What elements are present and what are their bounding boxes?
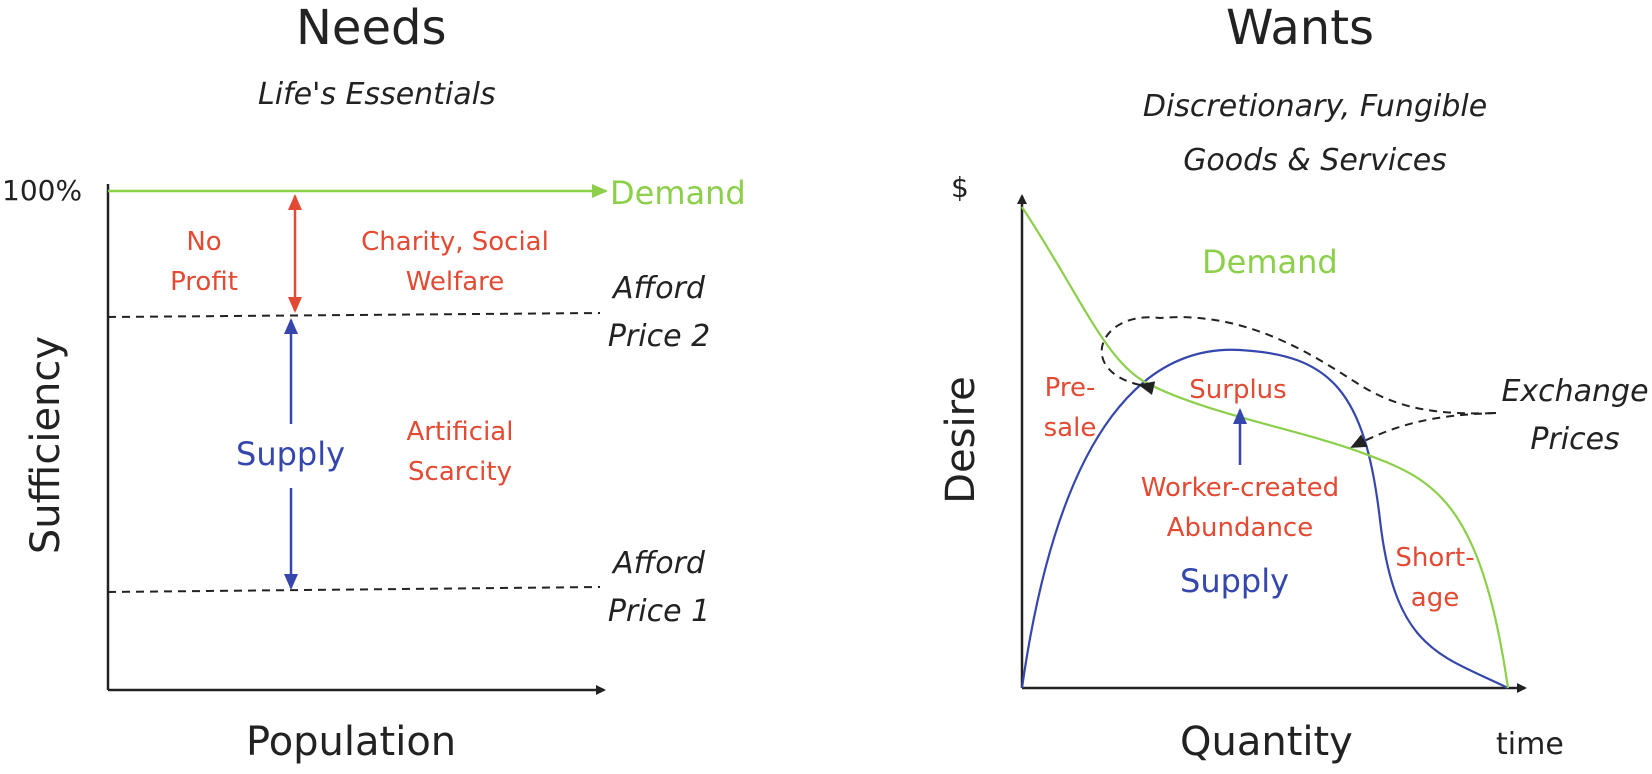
- needs-y-tick-100: 100%: [2, 174, 83, 207]
- exchange-prices-label: Exchange Prices: [1500, 368, 1650, 464]
- needs-title: Needs: [296, 0, 447, 56]
- no-profit-line-2: Profit: [170, 267, 238, 297]
- exchange-prices-line-2: Prices: [1530, 422, 1620, 457]
- needs-subtitle: Life's Essentials: [258, 77, 496, 112]
- no-profit-line-1: No: [186, 227, 222, 257]
- presale-line-2: sale: [1043, 413, 1097, 443]
- wants-supply-curve: [1020, 348, 1509, 689]
- shortage-label: Short- age: [1390, 538, 1480, 618]
- afford-price-1-line: [107, 586, 601, 593]
- needs-y-axis-title: Sufficiency: [23, 335, 69, 555]
- exchange-prices-dashed-curve: [1100, 316, 1499, 415]
- wants-title: Wants: [1226, 0, 1375, 56]
- wants-subtitle: Discretionary, Fungible Goods & Services: [1115, 80, 1515, 188]
- exchange-prices-line-1: Exchange: [1501, 374, 1649, 409]
- wants-demand-label: Demand: [1202, 243, 1338, 281]
- needs-supply-label: Supply: [236, 435, 346, 473]
- afford-price-1-line-2: Price 1: [607, 594, 711, 629]
- needs-x-axis-title: Population: [246, 719, 457, 765]
- charity-line-1: Charity, Social: [361, 227, 549, 257]
- worker-abundance-line-2: Abundance: [1166, 513, 1314, 543]
- artificial-scarcity-line-1: Artificial: [406, 417, 514, 447]
- afford-price-2-line-2: Price 2: [607, 319, 711, 354]
- wants-x-axis-title: Quantity: [1180, 719, 1353, 765]
- presale-label: Pre- sale: [1030, 368, 1110, 448]
- wants-subtitle-line-1: Discretionary, Fungible: [1142, 89, 1488, 124]
- worker-abundance-label: Worker-created Abundance: [1128, 468, 1352, 548]
- wants-demand-curve: [1021, 206, 1510, 689]
- presale-line-1: Pre-: [1044, 373, 1096, 403]
- wants-x-axis-unit: time: [1496, 727, 1564, 762]
- artificial-scarcity-line-2: Scarcity: [408, 457, 512, 487]
- shortage-line-2: age: [1410, 583, 1460, 613]
- worker-abundance-line-1: Worker-created: [1140, 473, 1340, 503]
- charity-line-2: Welfare: [405, 267, 505, 297]
- artificial-scarcity-label: Artificial Scarcity: [395, 412, 525, 492]
- needs-panel-graphics: [106, 184, 608, 695]
- afford-price-2-line-1: Afford: [613, 271, 705, 306]
- wants-panel-graphics: [1017, 194, 1527, 693]
- wants-y-axis-unit: $: [951, 171, 969, 204]
- afford-price-1-line-1: Afford: [613, 546, 705, 581]
- needs-demand-label: Demand: [610, 174, 746, 212]
- no-profit-label: No Profit: [160, 222, 248, 302]
- afford-price-1-label: Afford Price 1: [600, 540, 718, 636]
- charity-label: Charity, Social Welfare: [350, 222, 560, 302]
- afford-price-2-label: Afford Price 2: [600, 265, 718, 361]
- exchange-prices-dashed-arrow-2: [1350, 412, 1497, 448]
- afford-price-2-line: [107, 312, 601, 318]
- surplus-label: Surplus: [1189, 375, 1287, 405]
- wants-subtitle-line-2: Goods & Services: [1183, 143, 1447, 178]
- wants-y-axis-title: Desire: [938, 376, 984, 504]
- shortage-line-1: Short-: [1395, 543, 1475, 573]
- wants-supply-label: Supply: [1180, 562, 1290, 600]
